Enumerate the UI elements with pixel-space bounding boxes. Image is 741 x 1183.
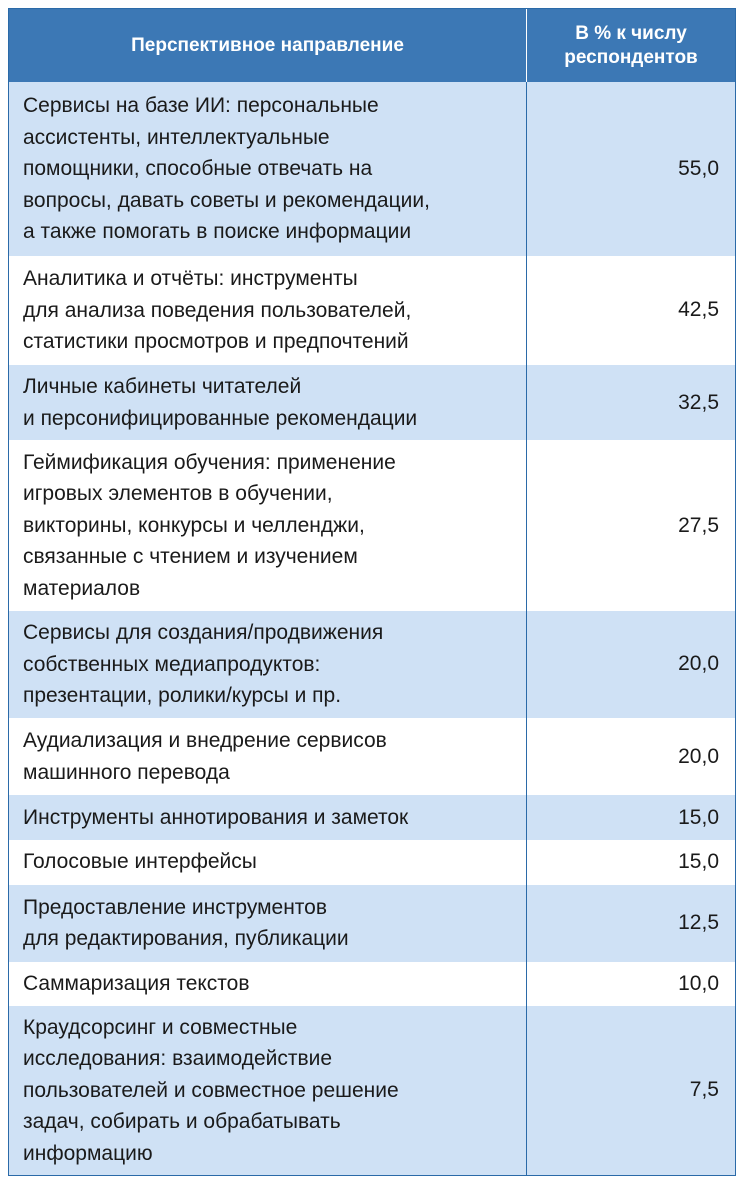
- table-row: Саммаризация текстов 10,0: [9, 961, 735, 1006]
- table-row: Голосовые интерфейсы 15,0: [9, 839, 735, 885]
- table-row: Геймификация обучения: применение игровы…: [9, 440, 735, 611]
- row-direction: Инструменты аннотирования и заметок: [9, 795, 527, 840]
- row-value: 15,0: [678, 850, 719, 874]
- row-value: 10,0: [678, 971, 719, 995]
- table-row: Сервисы на базе ИИ: персональные ассисте…: [9, 82, 735, 256]
- row-value: 27,5: [678, 513, 719, 537]
- survey-table: Перспективное направление В % к числу ре…: [8, 8, 736, 1176]
- row-direction: Аудиализация и внедрение сервисов машинн…: [9, 717, 527, 796]
- row-direction: Сервисы на базе ИИ: персональные ассисте…: [9, 82, 527, 256]
- table-row: Краудсорсинг и совместные исследования: …: [9, 1005, 735, 1176]
- row-value: 42,5: [678, 298, 719, 322]
- table-row: Сервисы для создания/продвижения собстве…: [9, 610, 735, 718]
- row-value: 32,5: [678, 390, 719, 414]
- row-direction: Геймификация обучения: применение игровы…: [9, 440, 527, 611]
- row-value: 15,0: [678, 805, 719, 829]
- table-row: Личные кабинеты читателей и персонифицир…: [9, 364, 735, 441]
- row-direction: Голосовые интерфейсы: [9, 839, 527, 885]
- table-header: Перспективное направление В % к числу ре…: [9, 9, 735, 83]
- row-direction: Предоставление инструментов для редактир…: [9, 884, 527, 962]
- table-row: Инструменты аннотирования и заметок 15,0: [9, 795, 735, 840]
- row-value: 12,5: [678, 911, 719, 935]
- row-value: 7,5: [689, 1078, 719, 1102]
- row-direction: Краудсорсинг и совместные исследования: …: [9, 1005, 527, 1176]
- row-direction: Личные кабинеты читателей и персонифицир…: [9, 364, 527, 441]
- row-value: 20,0: [678, 652, 719, 676]
- row-direction: Сервисы для создания/продвижения собстве…: [9, 610, 527, 718]
- row-direction: Аналитика и отчёты: инструменты для анал…: [9, 255, 527, 365]
- row-value: 55,0: [678, 157, 719, 181]
- table-row: Предоставление инструментов для редактир…: [9, 884, 735, 962]
- header-direction: Перспективное направление: [9, 9, 527, 83]
- header-percent: В % к числу респондентов: [564, 22, 698, 68]
- row-value: 20,0: [678, 744, 719, 768]
- table-row: Аудиализация и внедрение сервисов машинн…: [9, 717, 735, 796]
- row-direction: Саммаризация текстов: [9, 961, 527, 1006]
- table-row: Аналитика и отчёты: инструменты для анал…: [9, 255, 735, 365]
